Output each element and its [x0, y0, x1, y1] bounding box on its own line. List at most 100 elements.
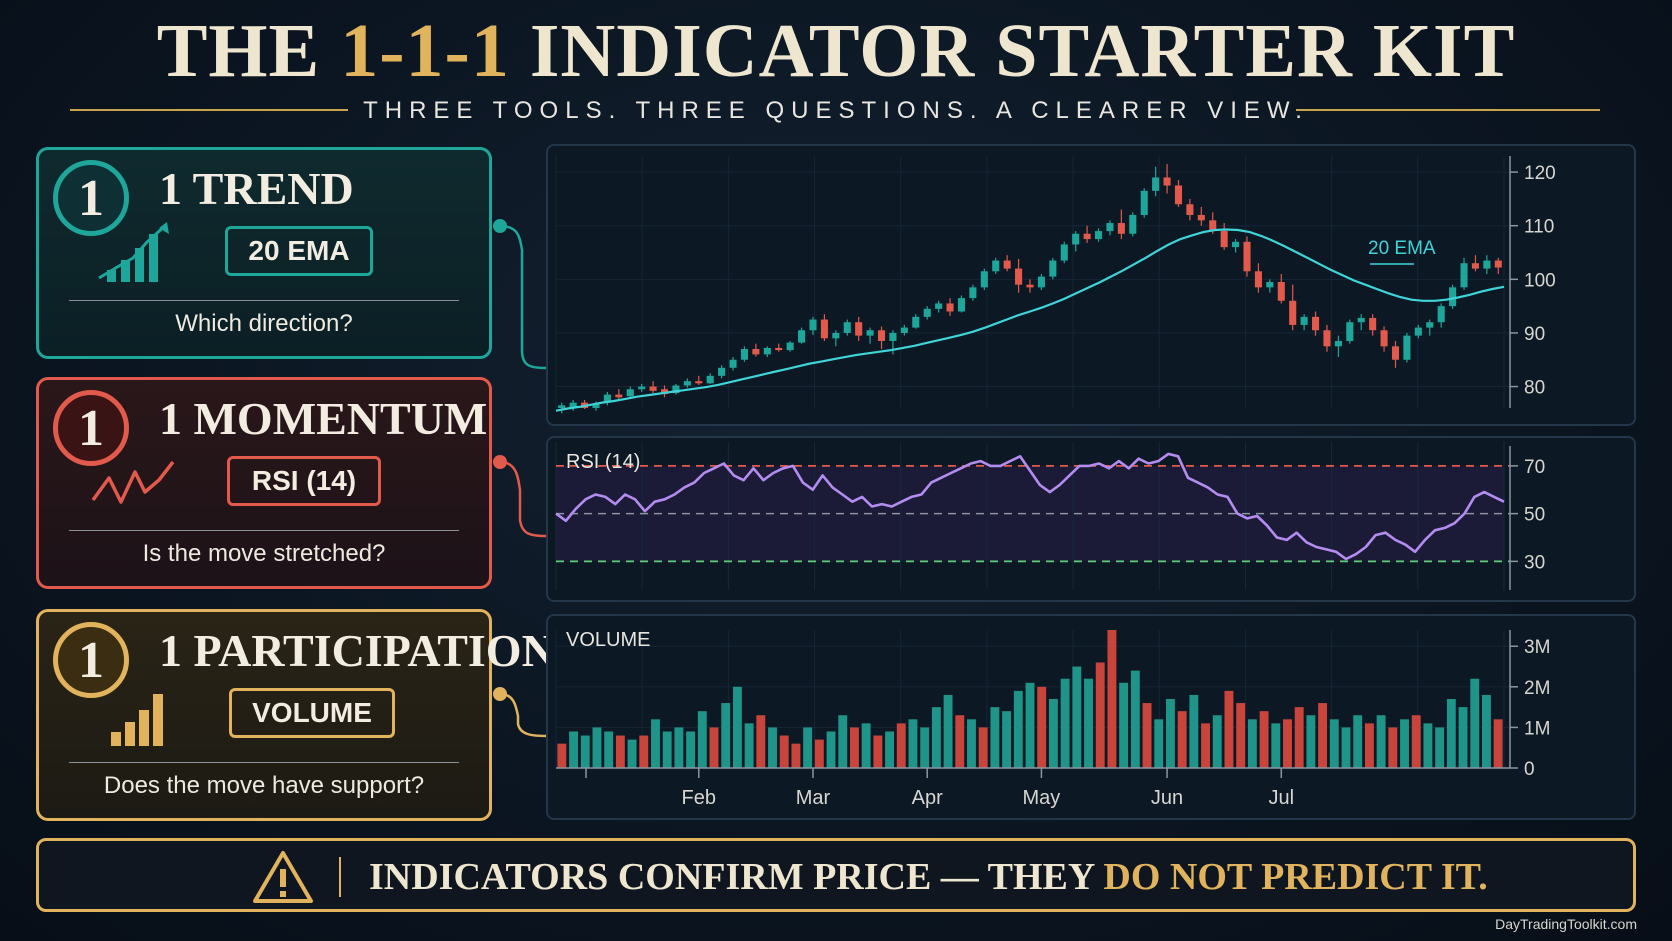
momentum-title: 1 MOMENTUM [159, 393, 488, 444]
momentum-connector [499, 460, 547, 538]
volume-bar [1224, 690, 1234, 768]
trend-card: 1 1 TREND 20 EMA Which direction? [36, 147, 492, 359]
candle-body [1174, 185, 1183, 205]
volume-bar [697, 711, 707, 768]
price-chart: 20 EMA 80 90 100 110 120 [555, 156, 1556, 414]
candle-body [1414, 327, 1422, 336]
date-tick-label: Apr [912, 787, 943, 809]
volume-bar [1446, 699, 1456, 768]
volume-bar [920, 727, 930, 768]
candle-body [1117, 223, 1125, 234]
volume-bars [557, 630, 1503, 768]
candle-body [820, 319, 828, 339]
candle-body [1232, 241, 1240, 248]
candle-body [866, 330, 874, 336]
volume-bar [1154, 719, 1164, 768]
volume-bar [662, 731, 672, 768]
volume-bar [978, 727, 988, 768]
volume-bar [674, 727, 684, 768]
volume-bar [1002, 711, 1012, 768]
candle-body [923, 308, 931, 317]
volume-bar [1283, 719, 1292, 768]
candle-body [1494, 260, 1502, 268]
trend-title: 1 TREND [159, 163, 354, 214]
candle-body [1380, 330, 1388, 347]
candle-body [626, 389, 634, 397]
participation-connector-dot [493, 687, 507, 701]
candle-body [1277, 282, 1285, 301]
rsi-tick-label: 70 [1524, 457, 1545, 478]
volume-bar [990, 707, 1000, 768]
trend-question: Which direction? [175, 310, 353, 337]
candle-body [706, 375, 714, 384]
date-tick-label: Mar [796, 787, 831, 809]
volume-bar [803, 727, 813, 768]
volume-axis: 0 1M 2M 3M [1509, 630, 1550, 780]
candle-body [740, 349, 748, 360]
volume-bar [732, 686, 742, 768]
volume-bar [1329, 719, 1339, 768]
candle-body [1163, 177, 1171, 186]
trend-connector [499, 224, 547, 370]
volume-chart: VOLUME 0 1M 2M 3M Feb Mar Apr May Jun Jul [555, 629, 1550, 809]
volume-bar [1364, 723, 1374, 768]
candle-body [752, 349, 760, 355]
title-accent: 1-1-1 [340, 9, 510, 93]
candle-body [1220, 231, 1228, 248]
candle-body [775, 347, 783, 351]
rsi-line [555, 452, 1505, 561]
volume-bar [686, 731, 696, 768]
candle-body [1015, 268, 1023, 285]
banner-separator [339, 857, 341, 897]
bottom-banner: INDICATORS CONFIRM PRICE — THEY DO NOT P… [36, 838, 1636, 912]
rsi-tick-label: 50 [1524, 505, 1545, 526]
candle-body [1140, 190, 1148, 215]
volume-bar [931, 707, 941, 768]
bar-chart-up-icon [98, 222, 169, 282]
candle-body [1060, 244, 1068, 261]
volume-bar [1095, 662, 1105, 768]
ema-label: 20 EMA [1368, 238, 1436, 259]
volume-bar [814, 739, 824, 768]
volume-bar [1247, 719, 1257, 768]
banner-text-pre: INDICATORS CONFIRM PRICE — THEY [369, 856, 1104, 898]
volume-bar [651, 719, 660, 768]
volume-bar [756, 715, 766, 768]
volume-bar [1177, 711, 1187, 768]
momentum-question: Is the move stretched? [142, 540, 386, 567]
candle-body [1186, 204, 1194, 215]
page-subtitle: THREE TOOLS. THREE QUESTIONS. A CLEARER … [363, 97, 1309, 124]
volume-bar [826, 731, 836, 768]
volume-bar [1107, 630, 1117, 768]
candle-body [1334, 340, 1342, 347]
date-axis: Feb Mar Apr May Jun Jul [556, 767, 1510, 809]
volume-bar [1236, 703, 1246, 768]
candle-body [638, 386, 646, 390]
candle-body [1072, 233, 1080, 245]
momentum-connector-dot [493, 455, 507, 469]
volume-bar [1013, 690, 1023, 768]
candle-body [729, 359, 737, 368]
subtitle-rule-right [1296, 109, 1600, 111]
candle-body [660, 389, 669, 395]
volume-bar [604, 731, 614, 768]
candle-body [1094, 231, 1103, 240]
candle-body [1323, 330, 1331, 347]
volume-bar [1376, 715, 1386, 768]
volume-bar [1037, 686, 1047, 768]
price-tick-label: 90 [1524, 324, 1545, 345]
candle-body [615, 394, 623, 398]
volume-bar [1259, 711, 1269, 768]
candle-body [809, 319, 817, 331]
candle-body [558, 405, 566, 408]
candle-body [1300, 316, 1308, 325]
date-tick-label: Jun [1151, 787, 1183, 809]
candle-body [1426, 322, 1434, 328]
price-tick-label: 110 [1524, 217, 1554, 238]
volume-bar [1493, 719, 1503, 768]
volume-bar [861, 723, 871, 768]
volume-bar [1119, 682, 1129, 768]
volume-bar [1306, 715, 1316, 768]
volume-bar [943, 694, 953, 768]
footer-site: DayTradingToolkit.com [1495, 916, 1637, 932]
